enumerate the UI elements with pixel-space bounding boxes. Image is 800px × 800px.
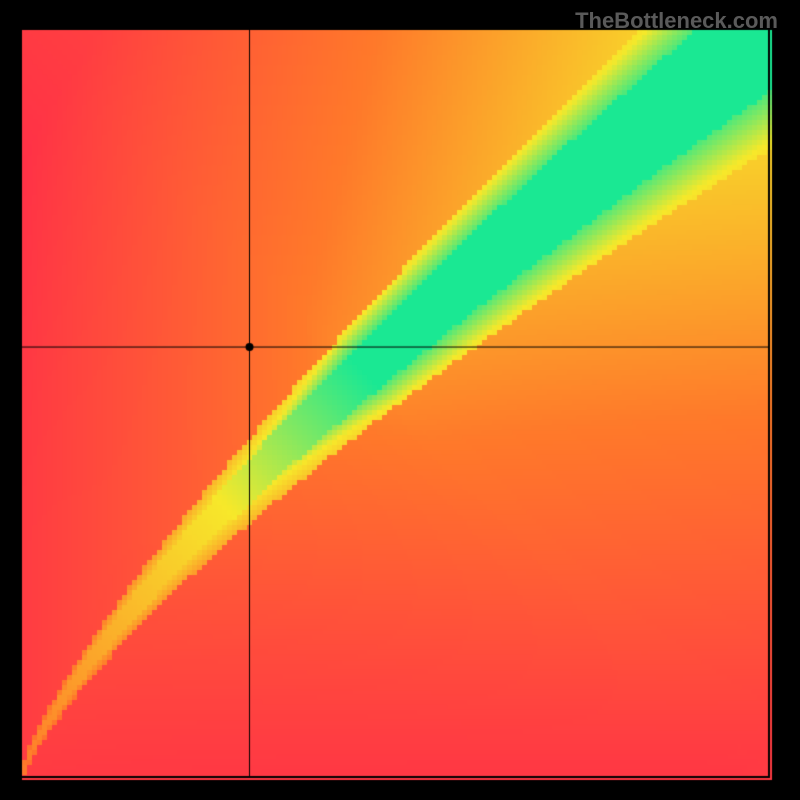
watermark-text: TheBottleneck.com — [575, 8, 778, 34]
bottleneck-heatmap: TheBottleneck.com — [0, 0, 800, 800]
heatmap-canvas — [0, 0, 800, 800]
